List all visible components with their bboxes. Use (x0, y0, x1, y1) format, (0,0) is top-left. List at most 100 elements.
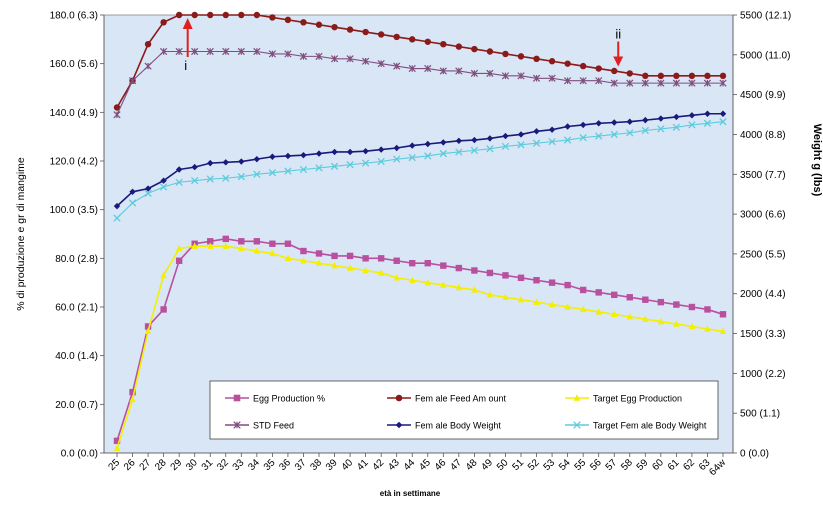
annotation-i: i (182, 18, 193, 73)
y-tick-label-left: 20.0 (0.7) (55, 400, 98, 411)
x-tick-label: 56 (588, 457, 604, 473)
series-std-feed (113, 47, 727, 119)
data-point (129, 388, 136, 396)
data-point (253, 11, 261, 19)
annotation-arrowhead (182, 18, 193, 29)
legend-label: Target Egg Production (593, 394, 682, 404)
legend: Egg Production % Fem ale Feed Am ount Targ… (209, 380, 719, 440)
data-point (284, 167, 292, 175)
data-point (393, 257, 400, 264)
data-point (409, 142, 416, 149)
data-point (595, 289, 602, 296)
data-point (673, 72, 680, 80)
data-point (253, 47, 261, 56)
data-point (548, 58, 556, 65)
data-point (595, 65, 602, 72)
data-point (409, 36, 416, 43)
y-axis-left-label: % di produzione e gr di mangime (15, 157, 27, 311)
data-point (626, 79, 634, 87)
x-tick-label: 37 (293, 457, 309, 473)
data-point (160, 19, 167, 26)
y-tick-label-left: 180.0 (6.3) (50, 11, 98, 22)
data-point (610, 79, 618, 87)
x-tick-label: 60 (650, 457, 666, 473)
y-tick-label-left: 80.0 (2.8) (55, 254, 98, 265)
data-point (703, 119, 712, 127)
data-point (222, 47, 230, 56)
data-point (626, 294, 633, 301)
data-point (315, 250, 323, 257)
data-point (440, 41, 447, 48)
x-tick-label: 52 (526, 457, 542, 473)
x-tick-label: 62 (681, 457, 697, 473)
x-tick-label: 30 (184, 457, 200, 473)
x-tick-label: 49 (479, 457, 495, 473)
data-point (673, 301, 680, 308)
data-point (175, 11, 183, 19)
data-point (377, 31, 385, 38)
legend-label: STD Feed (253, 421, 294, 431)
data-point (377, 157, 385, 166)
series-target-egg-production (113, 242, 727, 451)
data-point (548, 126, 556, 133)
data-point (501, 142, 510, 151)
data-point (641, 79, 649, 87)
data-point (517, 72, 525, 80)
data-point (657, 317, 665, 325)
x-tick-label: 27 (138, 457, 154, 473)
x-tick-label: 53 (542, 457, 558, 473)
data-point (579, 62, 587, 70)
data-point (455, 148, 463, 156)
legend-item: Fem ale Feed Am ount (387, 394, 507, 404)
x-tick-label: 26 (122, 457, 138, 473)
data-point (579, 286, 587, 294)
data-point (595, 132, 603, 140)
x-tick-label: 47 (448, 457, 464, 473)
data-point (191, 47, 199, 56)
data-point (424, 140, 431, 148)
x-tick-label: 43 (386, 457, 402, 473)
y-tick-label-right: 500 (1.1) (740, 409, 780, 420)
data-point (238, 11, 245, 19)
data-point (486, 135, 494, 142)
data-point (346, 148, 354, 156)
y-tick-label-right: 1000 (2.2) (740, 369, 786, 380)
data-point (688, 79, 696, 87)
data-point (517, 131, 525, 138)
data-point (626, 70, 633, 77)
data-point (440, 139, 447, 146)
legend-swatch-marker (233, 421, 241, 429)
data-point (704, 325, 711, 332)
data-point (268, 169, 277, 177)
series-line (116, 50, 723, 115)
data-point (719, 327, 727, 335)
y-tick-label-left: 120.0 (4.2) (50, 157, 98, 168)
data-point (300, 19, 307, 26)
data-point (331, 23, 338, 31)
data-point (704, 306, 711, 313)
y-tick-label-left: 160.0 (5.6) (50, 59, 98, 70)
data-point (284, 152, 292, 160)
x-tick-label: 51 (510, 457, 526, 473)
data-point (160, 306, 167, 313)
data-point (486, 69, 494, 78)
data-point (424, 278, 431, 286)
data-point (128, 199, 137, 207)
data-point (533, 277, 540, 284)
data-point (222, 174, 230, 182)
data-point (207, 11, 214, 19)
legend-swatch-marker (573, 394, 581, 401)
data-point (486, 269, 494, 277)
y-axis-right-label: Weight g (lbs) (811, 124, 823, 197)
data-point (424, 152, 432, 160)
data-point (611, 67, 618, 75)
legend-swatch-marker (395, 421, 403, 429)
y-tick-label-right: 5000 (11.0) (740, 50, 790, 61)
x-tick-label: 35 (262, 457, 278, 473)
x-tick-label: 45 (417, 457, 433, 473)
data-point (144, 189, 152, 198)
data-point (346, 161, 354, 169)
annotation-label: ii (615, 27, 621, 42)
data-point (486, 48, 494, 55)
data-point (144, 185, 152, 192)
